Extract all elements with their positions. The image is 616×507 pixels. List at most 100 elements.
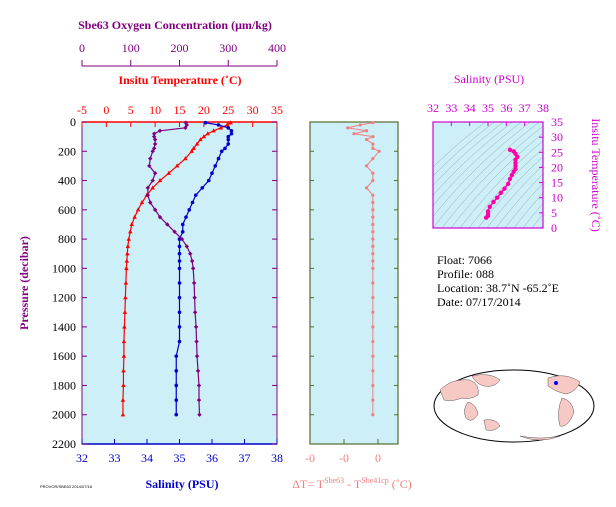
temperature-point bbox=[126, 236, 131, 241]
ts-series bbox=[483, 147, 520, 220]
ts-xtick-label: 32 bbox=[427, 101, 439, 115]
salinity-tick-label: 33 bbox=[109, 451, 121, 465]
salinity-point bbox=[177, 259, 182, 263]
temperature-point bbox=[123, 295, 128, 300]
salinity-point bbox=[187, 208, 192, 212]
temperature-point bbox=[166, 170, 171, 175]
salinity-point bbox=[177, 244, 182, 249]
oxygen-point bbox=[192, 295, 197, 300]
float-location-marker bbox=[554, 381, 558, 385]
temperature-point bbox=[189, 148, 194, 153]
salinity-point bbox=[177, 310, 182, 315]
ts-point bbox=[485, 209, 491, 214]
delta-point bbox=[371, 222, 375, 227]
density-contour bbox=[433, 122, 522, 206]
temperature-point bbox=[128, 229, 133, 234]
salinity-point bbox=[219, 149, 224, 154]
temperature-tick-label: 35 bbox=[271, 103, 283, 117]
delta-point bbox=[371, 369, 375, 373]
salinity-point bbox=[226, 137, 231, 142]
oxygen-point bbox=[145, 192, 151, 198]
oxygen-point bbox=[165, 222, 170, 227]
temperature-point bbox=[124, 258, 130, 263]
density-contour bbox=[495, 173, 543, 228]
oxygen-point bbox=[194, 339, 199, 344]
density-contour bbox=[522, 202, 543, 228]
delta-point bbox=[371, 193, 375, 197]
temperature-point bbox=[198, 137, 203, 142]
temperature-point bbox=[122, 324, 127, 329]
oxygen-point bbox=[148, 156, 153, 161]
oxygen-point bbox=[152, 141, 158, 147]
salinity-tick-label: 36 bbox=[206, 451, 218, 465]
oxygen-point bbox=[184, 244, 190, 249]
delta-point bbox=[371, 266, 375, 270]
temperature-point bbox=[123, 280, 129, 285]
footer-note: PROVOR/SBE63 2014/07/18 bbox=[40, 484, 93, 489]
salinity-point bbox=[190, 200, 195, 205]
salinity-point bbox=[177, 251, 182, 256]
oxygen-point bbox=[148, 200, 153, 205]
delta-point bbox=[371, 339, 375, 344]
pressure-tick-label: 0 bbox=[70, 115, 76, 129]
float-info: Float: 7066 Profile: 088 Location: 38.7˚… bbox=[437, 253, 559, 309]
temperature-tick-label: 30 bbox=[247, 103, 259, 117]
temperature-point bbox=[228, 120, 233, 125]
delta-ticks: -0 -0 0 bbox=[305, 121, 398, 465]
delta-point bbox=[371, 135, 375, 139]
density-contour bbox=[433, 122, 540, 228]
oxygen-point bbox=[179, 236, 185, 242]
temperature-tick-label: -5 bbox=[77, 103, 87, 117]
ts-point bbox=[513, 166, 518, 172]
oxygen-point bbox=[151, 131, 157, 136]
pressure-tick-label: 2200 bbox=[52, 437, 76, 451]
density-contour bbox=[468, 148, 543, 228]
oxygen-point bbox=[152, 207, 158, 213]
delta-series bbox=[346, 121, 381, 417]
ts-point bbox=[507, 176, 513, 182]
temperature-tick-label: 0 bbox=[103, 103, 109, 117]
salinity-point bbox=[213, 164, 218, 168]
oxygen-tick-label: 200 bbox=[171, 41, 189, 55]
density-contour bbox=[433, 122, 495, 177]
main-ticks: 0200400600800100012001400160018002000220… bbox=[52, 41, 286, 465]
delta-point bbox=[371, 413, 375, 417]
pressure-tick-label: 2000 bbox=[52, 408, 76, 422]
delta-frame bbox=[309, 121, 399, 445]
oxygen-tick-label: 0 bbox=[79, 41, 85, 55]
delta-point bbox=[371, 142, 375, 146]
salinity-point bbox=[180, 222, 185, 227]
salinity-point bbox=[174, 383, 179, 388]
location: Location: 38.7˚N -65.2˚E bbox=[437, 281, 559, 295]
pressure-tick-label: 1400 bbox=[52, 320, 76, 334]
temperature-point bbox=[205, 131, 210, 136]
temperature-point bbox=[121, 339, 127, 344]
delta-point bbox=[371, 208, 375, 212]
temperature-point bbox=[120, 412, 126, 417]
temperature-point bbox=[139, 200, 145, 205]
pressure-tick-label: 800 bbox=[58, 232, 76, 246]
delta-point bbox=[371, 252, 375, 256]
oxygen-point bbox=[152, 137, 158, 142]
density-contour bbox=[441, 125, 543, 228]
salinity-point bbox=[229, 128, 234, 133]
oxygen-point bbox=[152, 171, 158, 176]
oxygen-point bbox=[188, 251, 193, 256]
delta-point bbox=[364, 186, 369, 190]
float-id: Float: 7066 bbox=[437, 253, 493, 267]
salinity-tick-label: 38 bbox=[271, 451, 283, 465]
temperature-tick-label: 20 bbox=[198, 103, 210, 117]
salinity-point bbox=[206, 178, 211, 183]
temperature-tick-label: 25 bbox=[222, 103, 234, 117]
ts-yaxis-title: Insitu Temperature (˚C) bbox=[589, 118, 603, 232]
oxygen-point bbox=[194, 353, 200, 359]
ts-ytick-label: 0 bbox=[551, 221, 557, 235]
ts-xtick-label: 33 bbox=[445, 101, 457, 115]
delta-point bbox=[364, 164, 369, 168]
salinity-point bbox=[174, 398, 179, 402]
oxygen-point bbox=[191, 280, 197, 286]
temperature-point bbox=[121, 353, 127, 358]
delta-plot-area bbox=[310, 122, 398, 444]
salinity-point bbox=[226, 142, 231, 146]
density-contour bbox=[513, 192, 543, 228]
